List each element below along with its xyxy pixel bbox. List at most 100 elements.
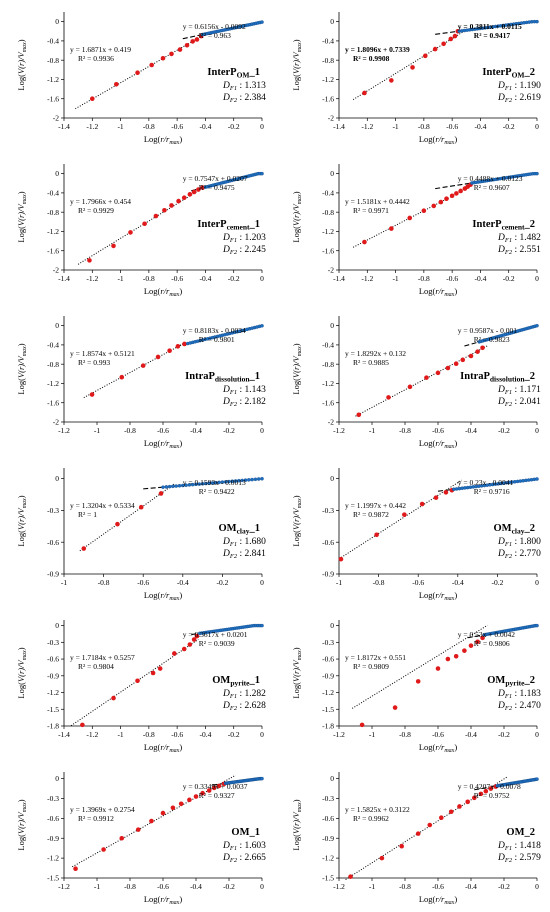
y-axis-label-part: max [297,194,303,204]
y-tick-label: -1.2 [47,854,59,863]
red-data-point [182,341,187,347]
blue-data-point [535,19,539,24]
x-tick-label: -0.2 [498,730,510,739]
df2-value: DF2 : 2.665 [222,853,266,864]
y-axis-label-part: Log( [291,682,301,699]
y-tick-label: -0.6 [322,655,334,664]
d-number: 1.800 [520,537,542,547]
fit2-equation: y = 0.3349x + 0.0037 [183,782,248,791]
y-tick-label: 0 [330,321,334,330]
y-tick-label: 0 [55,169,59,178]
red-data-point [206,788,212,793]
red-data-point [452,33,458,39]
panel-title-tail: _2 [524,523,536,534]
d-subscript: F2 [229,857,238,864]
y-axis-label-part: V [291,523,301,530]
y-axis-label-part: Log( [16,74,26,91]
d-sep: : [512,81,519,91]
panel-title-main: InterP [482,67,512,78]
red-data-point [359,722,365,728]
y-axis-label-part: (r)/ [291,56,301,69]
x-tick-label: -0.2 [223,882,235,891]
y-tick-label: -2 [53,418,59,427]
d-sep: : [512,233,519,243]
d-subscript: F1 [504,237,512,244]
d-symbol: D [497,549,505,559]
y-axis-label-part: V [291,371,301,378]
df2-value: DF2 : 2.551 [497,245,541,256]
chart-svg: -1 -0.8 -0.6 -0.4 -0.2 00-0.3-0.6-0.9Log(V(r)… [16,468,267,602]
red-data-point [379,855,385,861]
x-tick-label: -1 [94,426,100,435]
d-symbol: D [497,841,505,851]
x-tick-label: 0 [535,882,539,891]
fit1-r2: R² = 0.9804 [78,662,114,671]
y-axis-label-part: (r)/ [16,360,26,373]
red-data-point [488,786,494,791]
d-number: 2.665 [245,853,267,863]
red-data-point [427,822,433,828]
red-data-point [81,546,87,551]
d-number: 2.041 [520,397,542,407]
x-tick-label: -0.6 [171,730,183,739]
x-tick-label: 0 [535,122,539,131]
d-sep: : [237,841,244,851]
y-tick-label: -0.3 [47,638,59,647]
fit2-r2: R² = 0.9752 [474,791,510,800]
d-symbol: D [497,689,505,699]
x-axis-label-part: Log( [419,134,436,144]
y-tick-label: -2 [328,418,334,427]
x-axis-label-part: Log( [419,742,436,752]
y-axis-label-part: V [16,354,26,361]
x-tick-label: -0.8 [373,578,385,587]
y-axis-label-part: ) [16,495,26,498]
y-tick-label: 0 [55,774,59,783]
fit2-equation: y = 0.3811x + 0.0115 [458,22,522,31]
y-tick-label: -0.9 [322,570,334,579]
red-data-point [480,345,485,351]
y-tick-label: -0.6 [47,655,59,664]
x-axis-label: Log(r/rmax) [144,134,183,146]
x-tick-label: -1.2 [86,122,98,131]
y-axis-label-part: Log( [291,530,301,547]
fit1-equation: y = 1.7184x + 0.5257 [70,653,135,662]
chart-panel: -1.2 -1 -0.8 -0.6 -0.4 -0.2 0 0 -0.3 -0.6 -0.9 -1.2… [275,760,550,912]
d-sep: : [512,841,519,851]
d-symbol: D [497,245,505,255]
chart-panel: -1.4 -1.2 -1 -0.8 -0.6 -0.4 -0.2 0 0 -0.3 -0.6 -0.9… [0,608,275,760]
d-sep: : [512,853,519,863]
y-tick-label: -1.2 [322,854,334,863]
x-tick-label: -0.6 [432,426,444,435]
red-data-point [458,188,463,194]
chart-svg: -1.2 -1 -0.8 -0.6 -0.4 -0.2 0 0 -0.3 -0.6 -0.9 -1.2… [291,620,541,754]
panel-title-sub: pyrite [505,679,525,688]
panel-title-tail: _2 [524,827,536,838]
y-tick-label: -0.3 [322,794,334,803]
d-subscript: F2 [504,401,513,408]
x-axis-label: Log(r/rmax) [144,894,183,906]
fit2-r2: R² = 0.9039 [199,639,235,648]
y-axis-label: Log(V(r)/Vmax) [16,39,28,90]
blue-data-point [256,477,261,481]
y-axis-label: Log(V(r)/Vmax) [16,799,28,850]
d-subscript: F1 [504,845,512,852]
x-tick-label: -0.8 [124,882,136,891]
y-axis-label-part: Log( [16,530,26,547]
x-tick-label: -1.2 [333,426,345,435]
panel-title-main: IntraP [185,371,215,382]
red-data-point [454,191,459,196]
d-number: 1.482 [520,233,542,243]
fit2-r2: R² = 0.9823 [474,335,510,344]
y-tick-label: -0.8 [322,56,334,65]
x-tick-label: -0.2 [498,882,510,891]
y-axis-label-part: ) [16,799,26,802]
d-subscript: F1 [504,541,512,548]
d-number: 2.841 [245,549,267,559]
x-axis-label-part: max [444,140,454,146]
panel-title: IntraPdissolution_2 [460,371,535,384]
blue-data-point [535,777,539,781]
fit2-r2: R² = 0.9417 [474,31,511,40]
fit2-equation: y = 0.9587x - 0.001 [458,326,517,335]
df1-value: DF1 : 1.282 [222,689,266,700]
red-data-point [114,81,119,87]
